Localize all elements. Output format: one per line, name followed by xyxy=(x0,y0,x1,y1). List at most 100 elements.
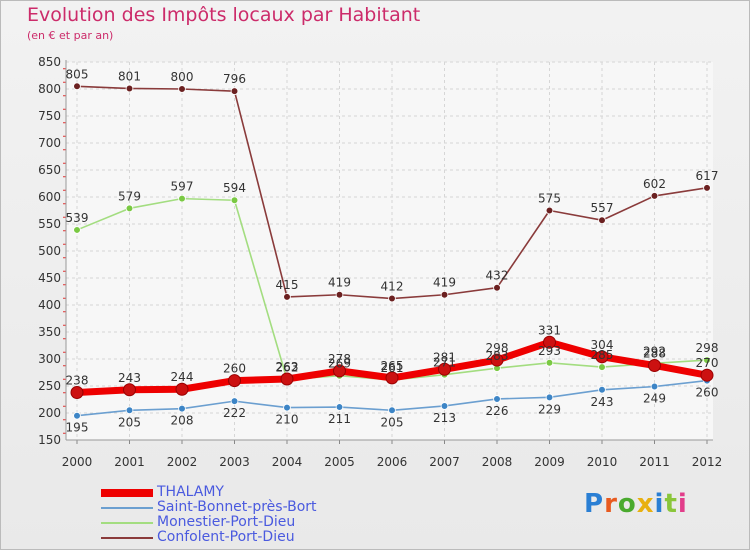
data-label-confolent-port-dieu-2001: 801 xyxy=(118,69,141,83)
y-tick-label-550: 550 xyxy=(38,217,61,231)
brand-letter: P xyxy=(584,489,605,519)
point-thalamy-2006 xyxy=(385,371,399,385)
data-label-monestier-port-dieu-2010: 285 xyxy=(591,348,614,362)
point-monestier-port-dieu-2010 xyxy=(598,363,606,371)
data-label-saint-bonnet-pres-bort-2003: 222 xyxy=(223,406,246,420)
point-saint-bonnet-pres-bort-2000 xyxy=(73,411,81,420)
data-label-monestier-port-dieu-2008: 283 xyxy=(486,349,509,363)
y-tick-label-650: 650 xyxy=(38,163,61,177)
brand-letter: o xyxy=(617,489,637,519)
point-confolent-port-dieu-2010 xyxy=(598,216,606,225)
data-label-confolent-port-dieu-2003: 796 xyxy=(223,72,246,86)
point-thalamy-2008 xyxy=(490,353,504,367)
data-label-confolent-port-dieu-2000: 805 xyxy=(66,67,89,81)
y-tick-label-300: 300 xyxy=(38,352,61,366)
point-saint-bonnet-pres-bort-2003 xyxy=(230,397,239,405)
data-label-thalamy-2005: 278 xyxy=(328,352,351,366)
data-label-thalamy-2001: 243 xyxy=(118,371,141,385)
x-tick-label-2004: 2004 xyxy=(272,455,303,469)
data-label-confolent-port-dieu-2004: 415 xyxy=(276,278,299,292)
point-saint-bonnet-pres-bort-2001 xyxy=(125,406,134,415)
legend-item-saint-bonnet: Saint-Bonnet-près-Bort xyxy=(101,500,361,515)
point-saint-bonnet-pres-bort-2004 xyxy=(283,403,291,412)
data-label-saint-bonnet-pres-bort-2012: 260 xyxy=(696,386,719,400)
point-monestier-port-dieu-2002 xyxy=(178,194,186,203)
point-thalamy-2002 xyxy=(175,382,189,396)
data-label-confolent-port-dieu-2011: 602 xyxy=(643,177,666,191)
point-monestier-port-dieu-2003 xyxy=(230,196,239,205)
point-thalamy-2003 xyxy=(228,374,241,388)
data-label-confolent-port-dieu-2007: 419 xyxy=(433,276,456,290)
data-label-thalamy-2003: 260 xyxy=(223,362,246,376)
point-saint-bonnet-pres-bort-2011 xyxy=(650,382,659,391)
point-confolent-port-dieu-2004 xyxy=(283,293,291,301)
data-label-confolent-port-dieu-2005: 419 xyxy=(328,276,351,290)
data-label-monestier-port-dieu-2001: 579 xyxy=(118,189,141,203)
point-monestier-port-dieu-2001 xyxy=(125,204,134,213)
point-confolent-port-dieu-2009 xyxy=(545,206,554,215)
data-label-thalamy-2002: 244 xyxy=(171,370,194,384)
legend-item-confolent: Confolent-Port-Dieu xyxy=(101,530,361,545)
point-thalamy-2012 xyxy=(700,368,714,382)
legend-item-thalamy: THALAMY xyxy=(101,485,361,500)
brand-logo: Proxiti xyxy=(584,489,688,519)
data-label-saint-bonnet-pres-bort-2006: 205 xyxy=(381,415,404,429)
point-saint-bonnet-pres-bort-2006 xyxy=(388,406,396,415)
point-thalamy-2009 xyxy=(543,335,556,349)
point-confolent-port-dieu-2000 xyxy=(73,82,81,91)
point-thalamy-2010 xyxy=(595,350,609,364)
y-tick-label-750: 750 xyxy=(38,109,61,123)
point-confolent-port-dieu-2011 xyxy=(650,192,659,200)
y-tick-label-200: 200 xyxy=(38,406,61,420)
y-tick-label-450: 450 xyxy=(38,271,61,285)
legend-label-saint-bonnet: Saint-Bonnet-près-Bort xyxy=(157,499,317,515)
legend-swatch-saint-bonnet xyxy=(101,506,153,509)
point-saint-bonnet-pres-bort-2008 xyxy=(493,395,501,403)
data-label-confolent-port-dieu-2010: 557 xyxy=(591,201,614,215)
brand-letter: r xyxy=(604,489,618,519)
chart-subtitle: (en € et par an) xyxy=(27,29,114,42)
data-label-monestier-port-dieu-2012: 298 xyxy=(696,341,719,355)
x-tick-label-2010: 2010 xyxy=(587,455,618,469)
legend-swatch-monestier xyxy=(101,521,153,524)
point-confolent-port-dieu-2008 xyxy=(493,283,501,292)
point-saint-bonnet-pres-bort-2005 xyxy=(335,403,344,411)
data-label-confolent-port-dieu-2012: 617 xyxy=(696,169,719,183)
data-label-thalamy-2007: 281 xyxy=(433,350,456,364)
data-label-thalamy-2012: 270 xyxy=(696,356,719,370)
y-tick-label-350: 350 xyxy=(38,325,61,339)
point-saint-bonnet-pres-bort-2009 xyxy=(545,393,554,402)
point-confolent-port-dieu-2003 xyxy=(230,87,239,95)
data-label-saint-bonnet-pres-bort-2000: 195 xyxy=(66,421,89,435)
brand-letter: x xyxy=(636,489,655,519)
legend-swatch-thalamy xyxy=(101,488,153,497)
brand-letter: t xyxy=(664,489,678,519)
x-tick-label-2012: 2012 xyxy=(692,455,723,469)
point-confolent-port-dieu-2007 xyxy=(440,290,449,299)
point-thalamy-2011 xyxy=(648,358,661,372)
data-label-confolent-port-dieu-2009: 575 xyxy=(538,192,561,206)
point-confolent-port-dieu-2006 xyxy=(388,294,396,303)
point-confolent-port-dieu-2002 xyxy=(178,85,186,93)
data-label-saint-bonnet-pres-bort-2008: 226 xyxy=(486,404,509,418)
point-confolent-port-dieu-2001 xyxy=(125,84,134,93)
data-label-monestier-port-dieu-2000: 539 xyxy=(66,211,89,225)
data-label-thalamy-2009: 331 xyxy=(538,323,561,337)
data-label-monestier-port-dieu-2005: 269 xyxy=(328,357,351,371)
point-thalamy-2007 xyxy=(438,362,451,376)
data-label-monestier-port-dieu-2003: 594 xyxy=(223,181,246,195)
data-label-confolent-port-dieu-2002: 800 xyxy=(171,70,194,84)
x-tick-label-2008: 2008 xyxy=(482,455,513,469)
data-label-saint-bonnet-pres-bort-2001: 205 xyxy=(118,415,141,429)
x-tick-label-2011: 2011 xyxy=(639,455,670,469)
legend-label-monestier: Monestier-Port-Dieu xyxy=(157,514,296,530)
data-label-saint-bonnet-pres-bort-2005: 211 xyxy=(328,412,351,426)
x-tick-label-2006: 2006 xyxy=(377,455,408,469)
x-tick-label-2001: 2001 xyxy=(114,455,145,469)
legend-swatch-confolent xyxy=(101,536,153,539)
point-monestier-port-dieu-2000 xyxy=(73,226,81,234)
y-tick-label-700: 700 xyxy=(38,136,61,150)
y-tick-label-150: 150 xyxy=(38,433,61,447)
